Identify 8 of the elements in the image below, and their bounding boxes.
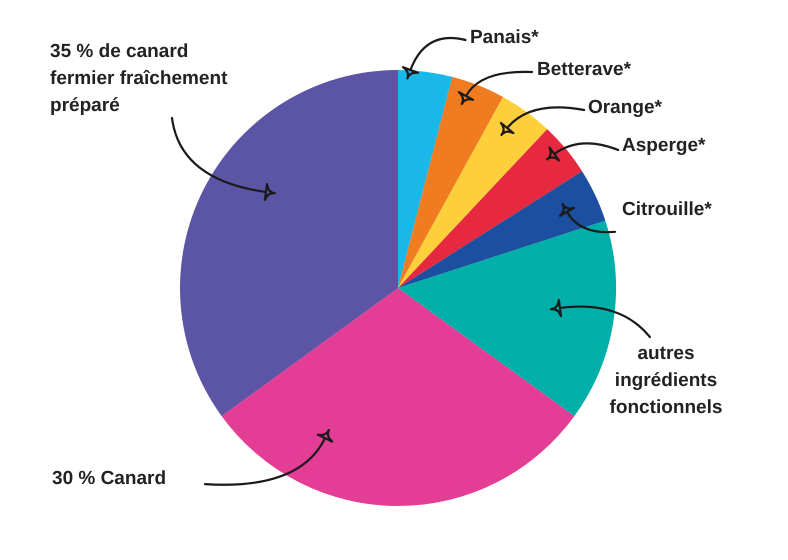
slice-label: 35 % de canard fermier fraîchement préparé	[50, 40, 228, 118]
slice-label: Panais*	[470, 26, 540, 50]
slice-label: Betterave*	[537, 58, 632, 82]
slice-label: autres ingrédients fonctionnels	[608, 342, 724, 420]
slice-label: 30 % Canard	[52, 467, 168, 491]
slice-label: Citrouille*	[622, 198, 713, 222]
slice-label: Asperge*	[622, 134, 706, 158]
slice-label: Orange*	[588, 96, 663, 120]
